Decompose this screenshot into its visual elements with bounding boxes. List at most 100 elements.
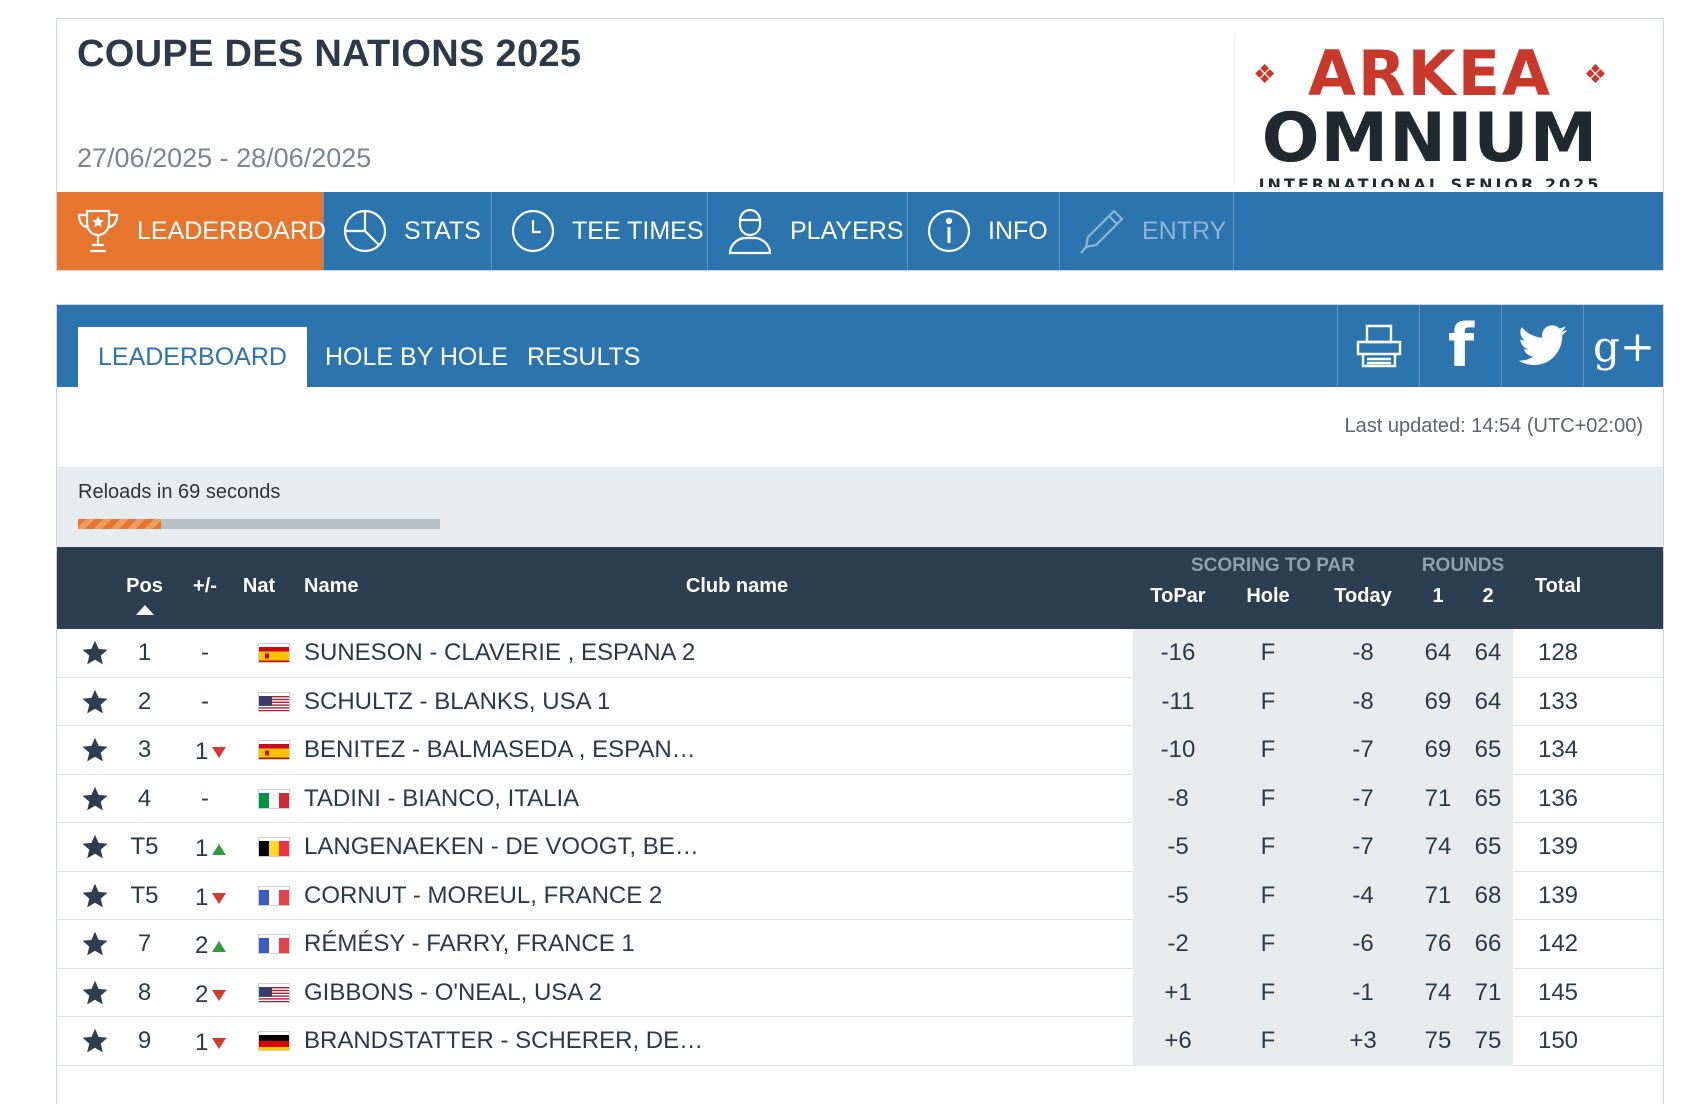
to-par: -10 [1160, 736, 1196, 763]
tab-results[interactable]: RESULTS [527, 343, 641, 371]
position-change: - [201, 639, 209, 666]
table-row[interactable]: T5 1 CORNUT - MOREUL, FRANCE 2 -5 F -4 71 68 139 [57, 871, 1663, 924]
google-plus-icon: g+ [1592, 321, 1656, 371]
facebook-icon: f [1447, 311, 1475, 381]
last-updated: Last updated: 14:54 (UTC+02:00) [1344, 415, 1643, 437]
nav-entry[interactable]: ENTRY [1060, 192, 1234, 270]
round-2: 68 [1474, 881, 1502, 909]
team-name[interactable]: SCHULTZ - BLANKS, USA 1 [304, 687, 611, 715]
round-1: 69 [1424, 687, 1452, 715]
table-row[interactable]: 1 - SUNESON - CLAVERIE , ESPANA 2 -16 F -8 64 6… [57, 629, 1663, 678]
favorite-star-icon[interactable] [81, 833, 109, 861]
team-name[interactable]: SUNESON - CLAVERIE , ESPANA 2 [304, 639, 696, 666]
total: 145 [1537, 978, 1579, 1006]
to-par: -5 [1167, 833, 1189, 860]
flag-fr-icon [258, 934, 290, 954]
today: -7 [1352, 784, 1374, 812]
position-change: 1 [195, 726, 255, 778]
print-icon [1356, 324, 1402, 368]
favorite-star-icon[interactable] [81, 785, 109, 813]
scoring-shade [1133, 968, 1513, 1017]
position-change: 1 [195, 823, 255, 875]
nav-tee-times[interactable]: TEE TIMES [492, 192, 708, 270]
team-name[interactable]: TADINI - BIANCO, ITALIA [304, 784, 580, 812]
logo-line-1: ARKEA [1307, 37, 1553, 110]
nav-info[interactable]: INFO [908, 192, 1060, 270]
team-name[interactable]: BRANDSTATTER - SCHERER, DE… [304, 1027, 704, 1054]
col-round-2: 2 [1482, 585, 1494, 607]
to-par: -16 [1160, 639, 1196, 666]
nav-stats-label: STATS [404, 216, 481, 245]
table-row[interactable]: 2 - SCHULTZ - BLANKS, USA 1 -11 F -8 69 64 133 [57, 677, 1663, 726]
table-row[interactable]: 3 1 BENITEZ - BALMASEDA , ESPAN… -10 F -7 69 65… [57, 726, 1663, 775]
team-name[interactable]: GIBBONS - O'NEAL, USA 2 [304, 978, 603, 1006]
google-plus-share-button[interactable]: g+ [1583, 305, 1664, 387]
team-name[interactable]: CORNUT - MOREUL, FRANCE 2 [304, 881, 663, 909]
table-row[interactable]: 8 2 GIBBONS - O'NEAL, USA 2 +1 F -1 74 71 145 [57, 968, 1663, 1017]
favorite-star-icon[interactable] [81, 639, 109, 667]
favorite-star-icon[interactable] [81, 736, 109, 764]
arrow-down-icon [212, 747, 227, 759]
facebook-share-button[interactable]: f [1419, 305, 1502, 387]
nav-players[interactable]: PLAYERS [708, 192, 908, 270]
print-button[interactable] [1337, 305, 1420, 387]
position: 3 [137, 736, 152, 763]
nav-stats[interactable]: STATS [324, 192, 492, 270]
team-name[interactable]: BENITEZ - BALMASEDA , ESPAN… [304, 736, 696, 763]
round-2: 64 [1474, 687, 1502, 715]
nav-leaderboard[interactable]: LEADERBOARD [57, 192, 326, 270]
hole: F [1260, 833, 1276, 860]
to-par: +1 [1164, 978, 1192, 1006]
today: -7 [1352, 736, 1374, 763]
position-change: 1 [195, 872, 255, 924]
flag-de-icon [258, 1031, 290, 1051]
total: 136 [1537, 784, 1579, 812]
hole: F [1260, 978, 1276, 1006]
favorite-star-icon[interactable] [81, 688, 109, 716]
hole: F [1260, 784, 1276, 812]
sort-asc-icon [136, 605, 154, 615]
total: 142 [1537, 930, 1579, 957]
clock-icon [510, 208, 556, 254]
team-name[interactable]: LANGENAEKEN - DE VOOGT, BE… [304, 833, 699, 860]
total: 128 [1537, 639, 1579, 666]
logo-line-2: OMNIUM [1261, 99, 1599, 178]
round-1: 69 [1424, 736, 1452, 763]
leaderboard-panel: LEADERBOARD HOLE BY HOLE RESULTS f g+ La… [56, 304, 1664, 1104]
scoring-shade [1133, 726, 1513, 775]
table-row[interactable]: 4 - TADINI - BIANCO, ITALIA -8 F -7 71 65 136 [57, 774, 1663, 823]
table-row[interactable]: 9 1 BRANDSTATTER - SCHERER, DE… +6 F +3 75 75 15… [57, 1017, 1663, 1066]
tab-hole-by-hole[interactable]: HOLE BY HOLE [325, 343, 508, 371]
round-1: 74 [1424, 978, 1452, 1006]
table-row[interactable]: 7 2 RÉMÉSY - FARRY, FRANCE 1 -2 F -6 76 66 142 [57, 920, 1663, 969]
favorite-star-icon[interactable] [81, 979, 109, 1007]
team-name[interactable]: RÉMÉSY - FARRY, FRANCE 1 [304, 930, 635, 957]
to-par: -2 [1167, 930, 1189, 957]
trophy-icon [75, 207, 121, 255]
nav-info-label: INFO [988, 216, 1048, 245]
round-1: 64 [1424, 639, 1452, 666]
table-row[interactable]: T5 1 LANGENAEKEN - DE VOOGT, BE… -5 F -7 74 65 1… [57, 823, 1663, 872]
col-pos[interactable]: Pos [126, 575, 163, 597]
col-topar: ToPar [1150, 585, 1206, 607]
arrow-down-icon [212, 892, 227, 904]
round-2: 65 [1474, 736, 1502, 763]
favorite-star-icon[interactable] [81, 1027, 109, 1055]
flag-fr-icon [258, 885, 290, 906]
position-change: 2 [195, 920, 255, 972]
nav-tee-times-label: TEE TIMES [572, 216, 704, 245]
today: -7 [1352, 833, 1374, 860]
arrow-up-icon [212, 844, 227, 856]
twitter-share-button[interactable] [1501, 305, 1584, 387]
round-2: 75 [1474, 1027, 1502, 1054]
group-scoring-to-par: SCORING TO PAR [1191, 555, 1355, 576]
tab-leaderboard[interactable]: LEADERBOARD [78, 327, 307, 387]
favorite-star-icon[interactable] [81, 882, 109, 910]
position: 4 [137, 784, 152, 812]
reload-box: Reloads in 69 seconds [57, 467, 1663, 547]
scoring-shade [1133, 629, 1513, 678]
flag-be-icon [258, 837, 290, 857]
to-par: +6 [1164, 1027, 1192, 1054]
favorite-star-icon[interactable] [81, 930, 109, 958]
position: T5 [130, 881, 159, 909]
